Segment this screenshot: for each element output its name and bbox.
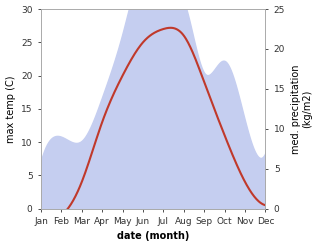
Y-axis label: max temp (C): max temp (C)	[5, 75, 16, 143]
X-axis label: date (month): date (month)	[117, 231, 190, 242]
Y-axis label: med. precipitation
(kg/m2): med. precipitation (kg/m2)	[291, 64, 313, 154]
